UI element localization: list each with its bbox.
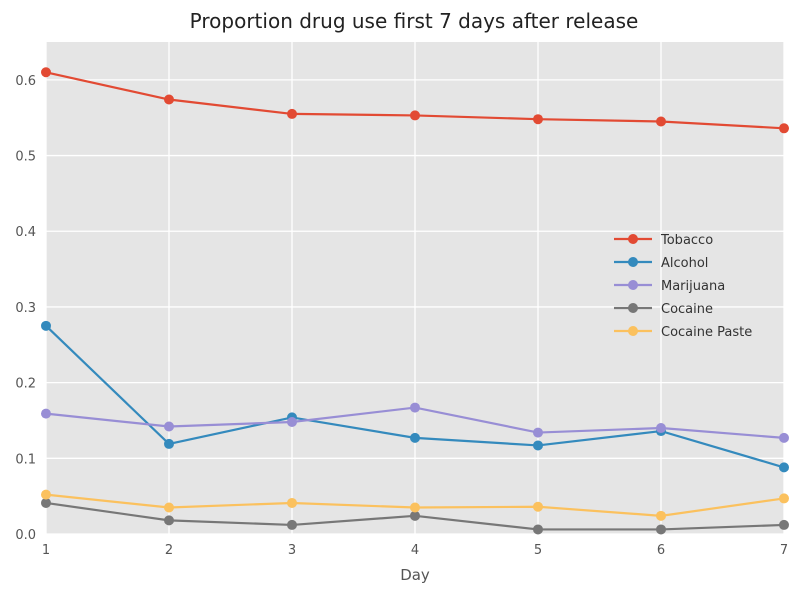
x-tick-label: 2 xyxy=(165,543,173,558)
data-point-tobacco xyxy=(41,67,51,78)
series-cocaine xyxy=(41,497,789,535)
data-point-alcohol xyxy=(779,462,789,473)
data-point-cocaine-paste xyxy=(656,510,666,521)
x-tick-label: 6 xyxy=(657,543,665,558)
data-point-alcohol xyxy=(164,438,174,449)
legend-label: Tobacco xyxy=(660,233,713,248)
legend-item-marijuana: Marijuana xyxy=(614,279,725,294)
y-tick-label: 0.2 xyxy=(15,377,36,392)
data-point-cocaine-paste xyxy=(164,502,174,513)
data-point-cocaine xyxy=(656,524,666,535)
data-point-tobacco xyxy=(164,94,174,105)
y-tick-label: 0.4 xyxy=(15,225,36,240)
data-point-tobacco xyxy=(779,123,789,134)
legend-marker xyxy=(628,234,638,244)
x-tick-label: 4 xyxy=(411,543,419,558)
y-tick-label: 0.3 xyxy=(15,301,36,316)
y-tick-label: 0.0 xyxy=(15,528,36,543)
legend: Tobacco Alcohol Marijuana Cocaine Cocaine Pa… xyxy=(614,233,752,340)
y-tick-label: 0.5 xyxy=(15,150,36,165)
tick-labels: 1 2 3 4 5 6 7 0.0 0.1 0.2 0.3 0.4 0.5 0.6 xyxy=(15,74,788,558)
series-marijuana xyxy=(41,402,789,443)
data-point-marijuana xyxy=(533,427,543,438)
data-point-cocaine xyxy=(41,497,51,508)
data-point-cocaine xyxy=(410,510,420,521)
data-point-tobacco xyxy=(410,110,420,121)
data-point-alcohol xyxy=(533,440,543,451)
series-tobacco xyxy=(41,67,789,134)
legend-item-cocaine-paste: Cocaine Paste xyxy=(614,325,752,340)
x-tick-label: 7 xyxy=(780,543,788,558)
legend-item-alcohol: Alcohol xyxy=(614,256,708,271)
data-point-alcohol xyxy=(41,320,51,331)
x-axis-label: Day xyxy=(400,566,430,584)
x-tick-label: 3 xyxy=(288,543,296,558)
data-point-marijuana xyxy=(656,423,666,434)
data-point-alcohol xyxy=(410,432,420,443)
data-point-tobacco xyxy=(656,116,666,127)
legend-label: Alcohol xyxy=(661,256,708,271)
data-point-cocaine-paste xyxy=(533,501,543,512)
y-tick-label: 0.6 xyxy=(15,74,36,89)
legend-marker xyxy=(628,303,638,313)
legend-marker xyxy=(628,326,638,336)
series-cocaine-paste xyxy=(41,489,789,521)
legend-item-cocaine: Cocaine xyxy=(614,302,713,317)
data-point-cocaine-paste xyxy=(287,497,297,508)
legend-label: Cocaine Paste xyxy=(661,325,752,340)
data-point-cocaine xyxy=(533,524,543,535)
data-point-cocaine xyxy=(164,515,174,526)
data-point-tobacco xyxy=(533,114,543,125)
legend-marker xyxy=(628,257,638,267)
x-tick-label: 1 xyxy=(42,543,50,558)
legend-label: Cocaine xyxy=(661,302,713,317)
legend-item-tobacco: Tobacco xyxy=(614,233,713,248)
data-point-cocaine xyxy=(779,519,789,530)
legend-label: Marijuana xyxy=(661,279,725,294)
data-point-marijuana xyxy=(287,416,297,427)
y-tick-label: 0.1 xyxy=(15,452,36,467)
data-point-cocaine xyxy=(287,519,297,530)
data-point-cocaine-paste xyxy=(410,502,420,513)
legend-marker xyxy=(628,280,638,290)
data-point-cocaine-paste xyxy=(779,493,789,504)
data-point-tobacco xyxy=(287,108,297,119)
series-layer xyxy=(41,67,789,535)
chart-title: Proportion drug use first 7 days after r… xyxy=(190,9,639,33)
x-tick-label: 5 xyxy=(534,543,542,558)
data-point-cocaine-paste xyxy=(41,489,51,500)
data-point-marijuana xyxy=(164,421,174,432)
data-point-marijuana xyxy=(41,408,51,419)
data-point-marijuana xyxy=(410,402,420,413)
data-point-marijuana xyxy=(779,432,789,443)
gridlines xyxy=(45,42,785,535)
